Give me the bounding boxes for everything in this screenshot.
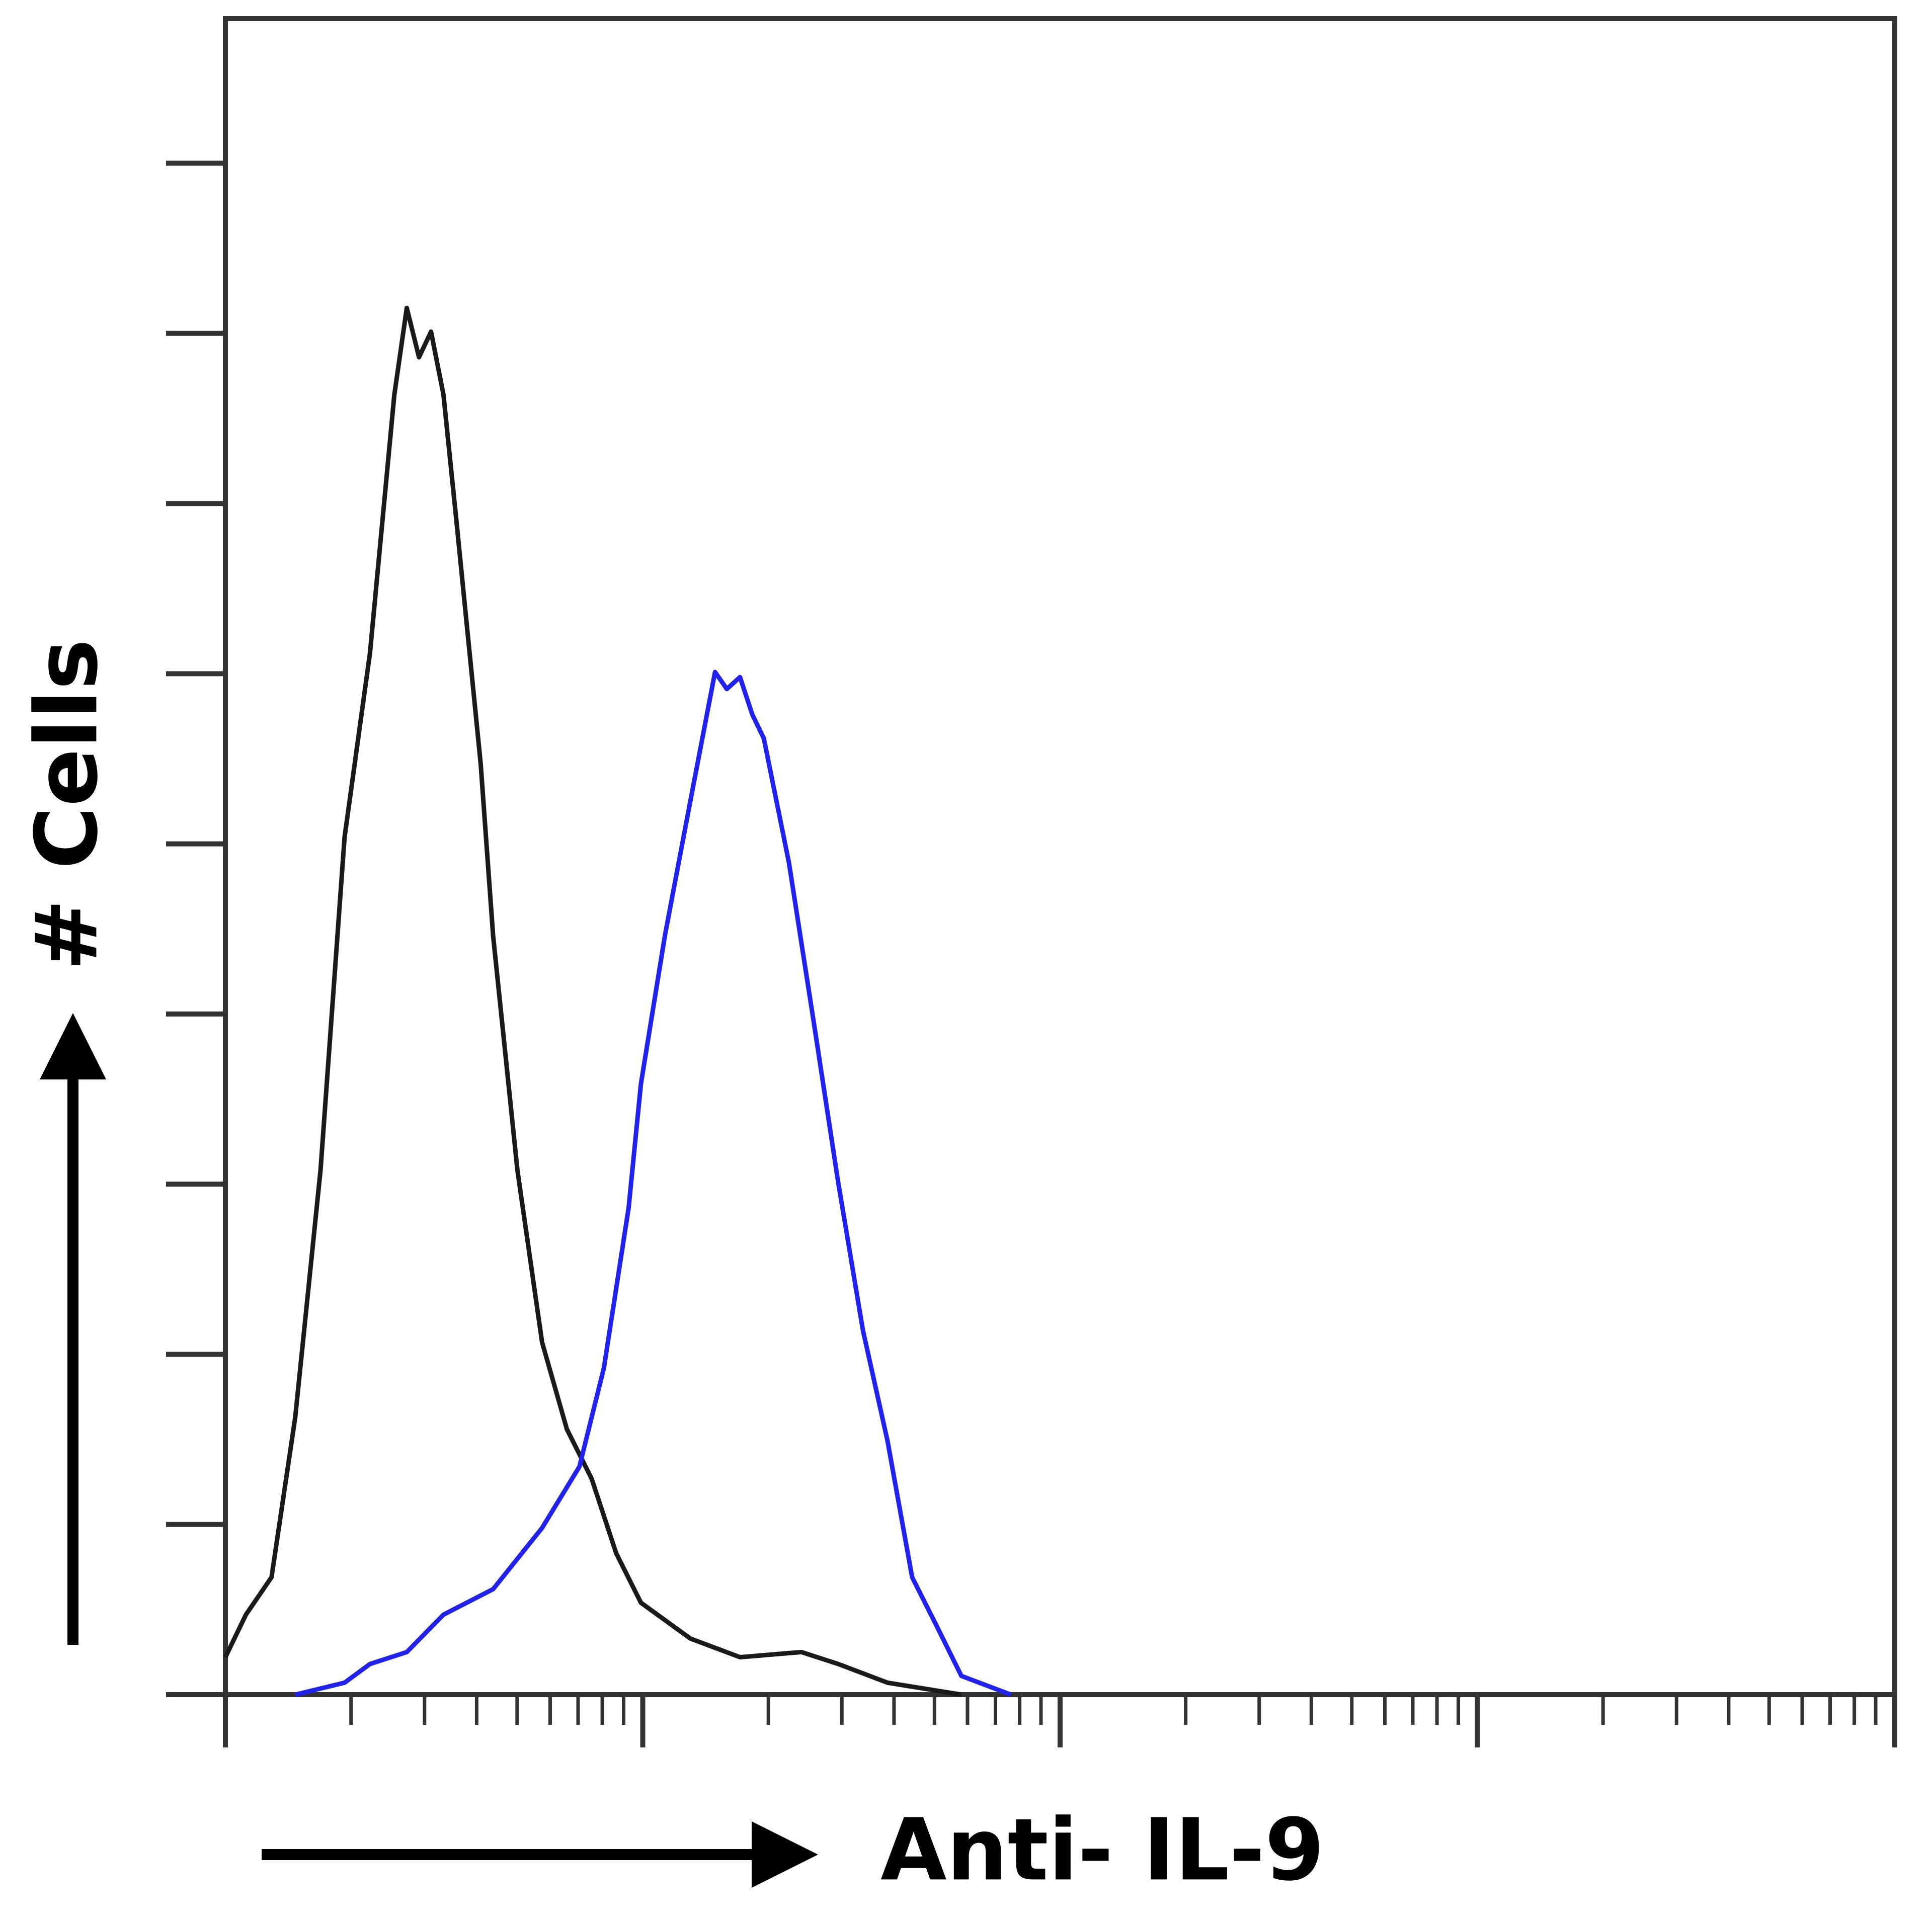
- y-axis-label: # Cells: [17, 639, 117, 970]
- plot-frame: [223, 16, 1897, 1697]
- series-line: [294, 669, 1012, 1697]
- x-axis-label: Anti- IL-9: [880, 1800, 1324, 1900]
- series-line: [223, 305, 962, 1697]
